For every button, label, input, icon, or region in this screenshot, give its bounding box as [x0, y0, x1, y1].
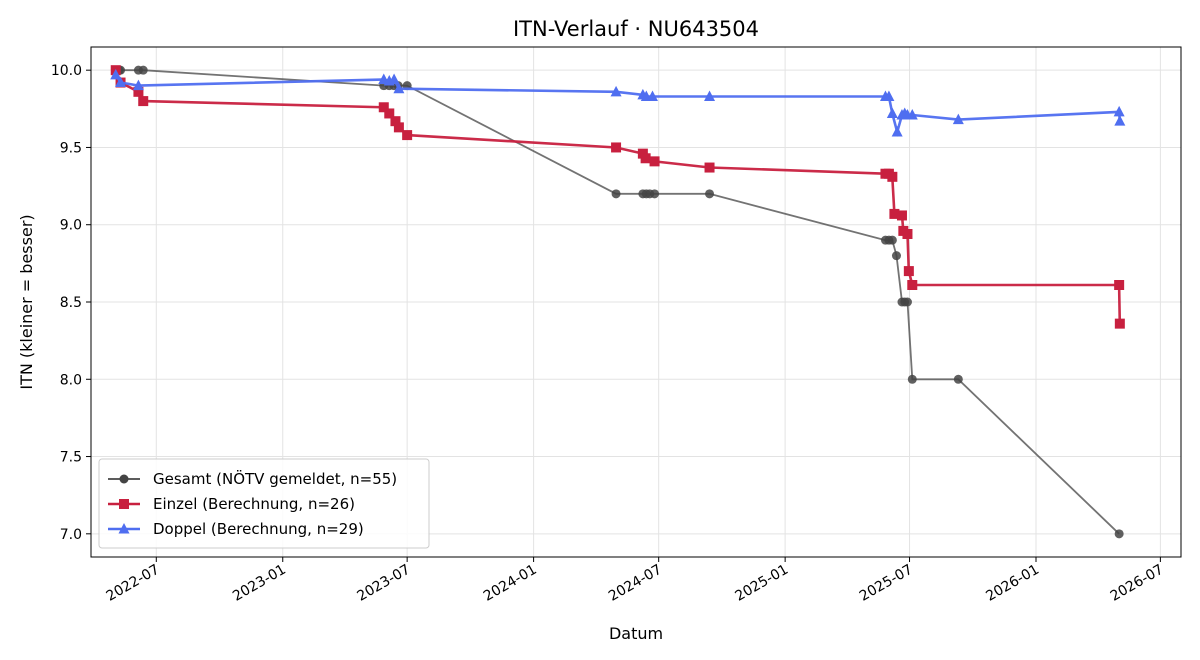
data-point-doppel [891, 126, 903, 137]
legend-marker [118, 523, 130, 534]
data-point-gesamt [1114, 529, 1124, 539]
data-point-doppel [883, 90, 895, 101]
data-point-doppel [115, 76, 127, 88]
data-point-einzel [889, 208, 900, 219]
y-axis-ticks: 7.0 7.5 8.0 8.5 9.0 9.5 10.0 [51, 63, 91, 543]
data-point-gesamt [611, 189, 621, 199]
data-point-gesamt [902, 297, 912, 307]
data-point-doppel [393, 82, 405, 94]
series-group [110, 65, 1126, 539]
data-point-gesamt [907, 374, 917, 384]
x-tick-label: 2024-07 [606, 562, 665, 605]
data-point-doppel [388, 73, 400, 84]
data-point-gesamt [891, 251, 901, 261]
x-tick-label: 2025-01 [732, 562, 791, 605]
y-tick-label: 7.0 [60, 527, 82, 543]
data-point-einzel [649, 156, 660, 167]
x-tick-label: 2023-01 [230, 562, 289, 605]
y-tick-label: 7.5 [60, 450, 82, 466]
x-axis-label: Datum [609, 624, 663, 643]
x-tick-label: 2025-07 [857, 562, 916, 605]
chart-title: ITN-Verlauf · NU643504 [513, 17, 759, 41]
data-point-einzel [896, 210, 907, 221]
data-point-einzel [902, 229, 913, 239]
data-point-doppel [646, 90, 658, 101]
data-point-gesamt [138, 65, 148, 75]
data-point-einzel [390, 116, 401, 127]
x-tick-label: 2026-01 [983, 562, 1042, 605]
data-point-einzel [1114, 280, 1125, 290]
legend-box [98, 458, 430, 549]
data-point-doppel [1113, 105, 1125, 117]
data-point-einzel [704, 162, 715, 173]
data-point-doppel [952, 113, 964, 125]
y-tick-label: 10.0 [51, 63, 82, 79]
series-doppel [110, 68, 1126, 137]
data-point-einzel [907, 280, 918, 290]
data-point-einzel [384, 108, 395, 119]
series-gesamt [111, 65, 1124, 539]
data-point-gesamt [953, 374, 963, 384]
legend-marker [119, 474, 129, 484]
y-axis-label: ITN (kleiner = besser) [17, 214, 36, 389]
y-tick-label: 8.5 [60, 295, 82, 311]
x-tick-label: 2022-07 [104, 562, 163, 605]
data-point-einzel [887, 171, 898, 182]
y-tick-label: 9.5 [60, 140, 82, 156]
legend-label: Gesamt (NÖTV gemeldet, n=55) [153, 469, 397, 488]
data-point-doppel [110, 68, 122, 80]
x-tick-label: 2023-07 [354, 562, 413, 605]
data-point-einzel [402, 130, 413, 141]
data-point-gesamt [887, 235, 897, 245]
data-point-einzel [903, 266, 914, 277]
data-point-doppel [610, 85, 622, 97]
grid [91, 47, 1181, 557]
y-tick-label: 8.0 [60, 372, 82, 388]
data-point-einzel [1114, 318, 1125, 329]
legend-item-gesamt: Gesamt (NÖTV gemeldet, n=55) [108, 469, 397, 488]
data-point-gesamt [705, 189, 715, 199]
data-point-doppel [704, 90, 716, 101]
data-point-doppel [906, 109, 918, 120]
legend-label: Doppel (Berechnung, n=29) [153, 520, 364, 538]
data-point-einzel [378, 102, 389, 113]
legend: Gesamt (NÖTV gemeldet, n=55) Einzel (Bere… [98, 458, 430, 549]
x-tick-label: 2024-01 [481, 562, 540, 605]
data-point-doppel [886, 107, 898, 118]
data-point-einzel [133, 86, 144, 97]
legend-label: Einzel (Berechnung, n=26) [153, 495, 355, 513]
x-axis-ticks: 2022-07 2023-01 2023-07 2024-01 2024-07 2025-… [104, 557, 1167, 605]
data-point-doppel [132, 79, 144, 91]
legend-marker [119, 499, 129, 509]
y-tick-label: 9.0 [60, 218, 82, 234]
data-point-gesamt [650, 189, 660, 199]
legend-item-einzel: Einzel (Berechnung, n=26) [108, 495, 355, 513]
x-tick-label: 2026-07 [1108, 562, 1167, 605]
data-point-einzel [611, 142, 622, 153]
data-point-doppel [1114, 115, 1126, 126]
data-point-einzel [138, 96, 149, 107]
legend-item-doppel: Doppel (Berechnung, n=29) [108, 520, 364, 538]
data-point-einzel [393, 122, 404, 133]
data-point-einzel [640, 153, 651, 164]
